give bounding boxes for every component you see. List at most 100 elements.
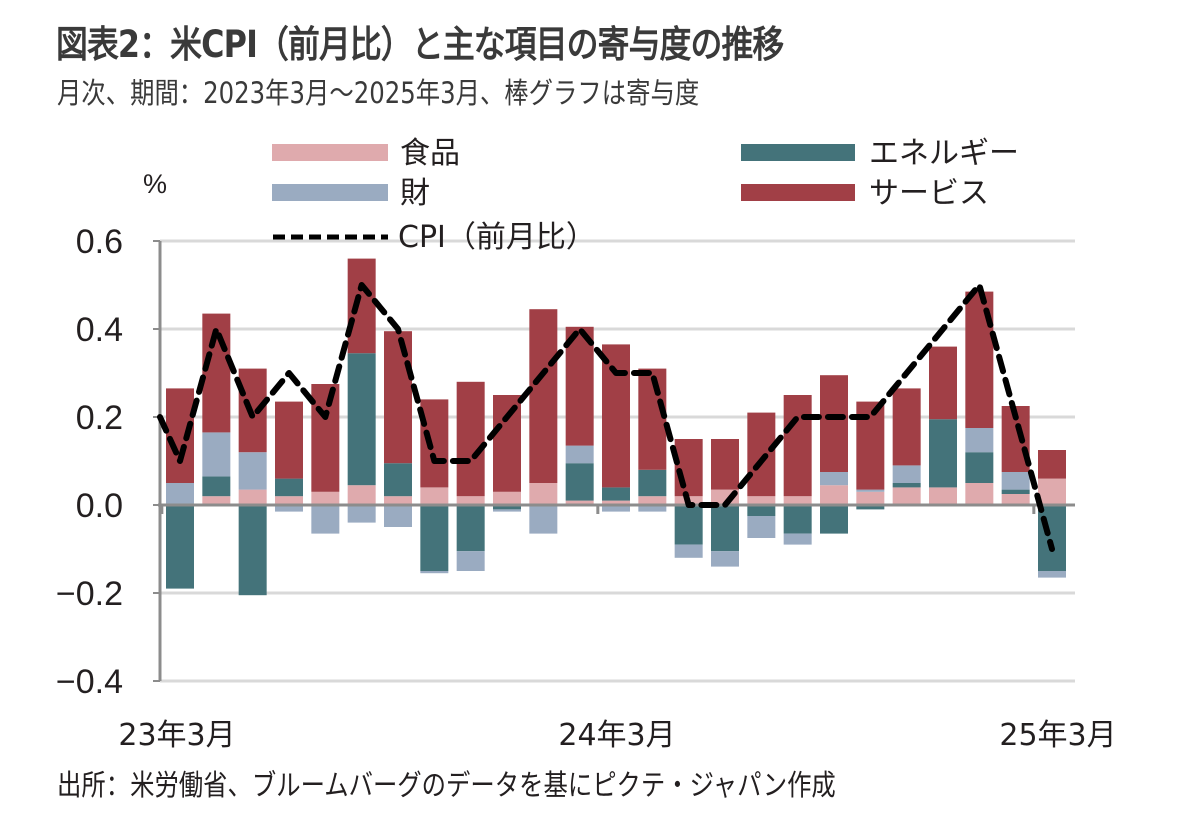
source-note: 出所：米労働省、ブルームバーグのデータを基にピクテ・ジャパン作成 (57, 768, 836, 802)
bar-segment-food (493, 491, 521, 505)
bar-segment-energy (420, 505, 449, 571)
bar-segment-goods (202, 432, 231, 477)
bar-segment-food (856, 491, 885, 505)
bar-segment-goods (1038, 571, 1066, 578)
bar-stack (820, 375, 848, 534)
bar-stack (892, 388, 921, 505)
bar-segment-energy (674, 505, 703, 545)
y-axis-ticks: 0.6 0.4 0.2 0.0 −0.2 −0.4 (56, 223, 123, 701)
bar-segment-food (820, 485, 848, 505)
legend-label-goods: 財 (400, 176, 430, 211)
bar-segment-goods (384, 505, 412, 527)
bar-segment-goods (638, 505, 667, 512)
bar-segment-services (929, 346, 957, 420)
bar-segment-goods (856, 489, 885, 492)
bar-segment-services (711, 439, 739, 490)
bar-stack (929, 346, 957, 505)
bar-segment-food (384, 496, 412, 505)
bar-segment-goods (420, 571, 449, 574)
bar-segment-food (529, 483, 558, 505)
bar-segment-energy (783, 505, 812, 534)
bar-segment-services (747, 412, 776, 497)
x-tick-label: 25年3月 (999, 718, 1116, 753)
bar-segment-services (565, 326, 594, 446)
bar-segment-food (1001, 494, 1030, 505)
bar-segment-energy (202, 476, 231, 497)
bar-segment-services (602, 344, 630, 488)
bar-stack (674, 439, 703, 558)
bar-segment-goods (347, 505, 376, 523)
bar-segment-goods (166, 483, 194, 505)
y-axis-unit-label: % (143, 169, 167, 199)
bar-segment-food (456, 496, 485, 505)
bar-segment-energy (747, 505, 776, 516)
bar-segment-goods (275, 505, 303, 512)
bar-segment-services (674, 439, 703, 497)
bar-segment-food (420, 487, 449, 505)
bar-segment-goods (529, 505, 558, 534)
y-tick-label: −0.4 (56, 663, 123, 701)
legend-swatch-food (272, 144, 388, 161)
bar-segment-services (892, 388, 921, 466)
bar-segment-energy (892, 483, 921, 488)
bar-segment-energy (929, 419, 957, 488)
bar-segment-energy (1038, 505, 1066, 571)
bar-segment-services (783, 395, 812, 497)
bar-segment-food (965, 483, 994, 505)
bar-segment-food (892, 487, 921, 505)
x-tick-label: 24年3月 (558, 718, 675, 753)
bar-stack (638, 368, 667, 512)
bar-segment-food (238, 489, 267, 505)
cpi-line-layer (157, 282, 1055, 552)
bar-segment-food (275, 496, 303, 505)
legend-label-energy: エネルギー (869, 136, 1019, 171)
bar-segment-energy (384, 463, 412, 497)
bar-segment-food (929, 487, 957, 505)
bar-segment-food (747, 496, 776, 505)
bar-stack (347, 258, 376, 523)
bar-segment-energy (493, 505, 521, 510)
bar-segment-services (820, 375, 848, 472)
bar-stack (1038, 450, 1066, 578)
bar-stack (384, 331, 412, 527)
bar-segment-food (565, 500, 594, 505)
legend-label-services: サービス (869, 176, 989, 211)
bar-segment-food (347, 485, 376, 505)
legend: 食品 エネルギー 財 サービス CPI（前月比） (272, 136, 1019, 255)
bar-stack (565, 326, 594, 505)
bar-stack (529, 309, 558, 534)
bar-segment-goods (493, 509, 521, 512)
bar-segment-energy (275, 478, 303, 497)
bar-stack (602, 344, 630, 512)
bar-stack (493, 395, 521, 512)
bar-segment-energy (965, 452, 994, 483)
bar-segment-goods (820, 472, 848, 486)
bar-segment-goods (565, 445, 594, 464)
bar-segment-goods (602, 505, 630, 512)
bar-segment-food (638, 496, 667, 505)
bar-segment-food (311, 491, 340, 505)
bar-segment-energy (1001, 489, 1030, 494)
bar-segment-food (1038, 478, 1066, 505)
bar-segment-services (456, 381, 485, 497)
bar-segment-energy (565, 463, 594, 501)
bar-segment-services (420, 399, 449, 488)
legend-swatch-goods (272, 184, 388, 201)
bar-stack (166, 388, 194, 589)
bar-segment-services (311, 384, 340, 492)
bar-segment-goods (456, 551, 485, 571)
bar-segment-goods (892, 465, 921, 483)
bar-segment-services (275, 401, 303, 479)
y-tick-label: 0.2 (76, 399, 123, 437)
axes (153, 240, 1075, 682)
x-axis-ticks: 23年3月 24年3月 25年3月 (118, 718, 1116, 753)
bar-segment-goods (965, 428, 994, 453)
bar-segment-services (347, 258, 376, 354)
bar-segment-energy (347, 353, 376, 486)
bar-segment-energy (820, 505, 848, 534)
chart-subtitle: 月次、期間：2023年3月～2025年3月、棒グラフは寄与度 (57, 76, 700, 110)
y-tick-label: 0.6 (76, 223, 123, 261)
bar-stack (275, 401, 303, 512)
bar-segment-food (783, 496, 812, 505)
